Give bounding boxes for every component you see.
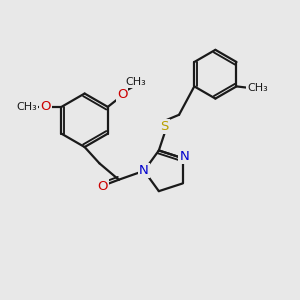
- Text: O: O: [117, 88, 127, 100]
- Text: CH₃: CH₃: [16, 102, 37, 112]
- Text: O: O: [40, 100, 51, 113]
- Text: CH₃: CH₃: [126, 77, 146, 87]
- Text: O: O: [98, 180, 108, 193]
- Text: N: N: [179, 150, 189, 163]
- Text: CH₃: CH₃: [247, 83, 268, 93]
- Text: N: N: [139, 164, 149, 177]
- Text: S: S: [160, 120, 169, 133]
